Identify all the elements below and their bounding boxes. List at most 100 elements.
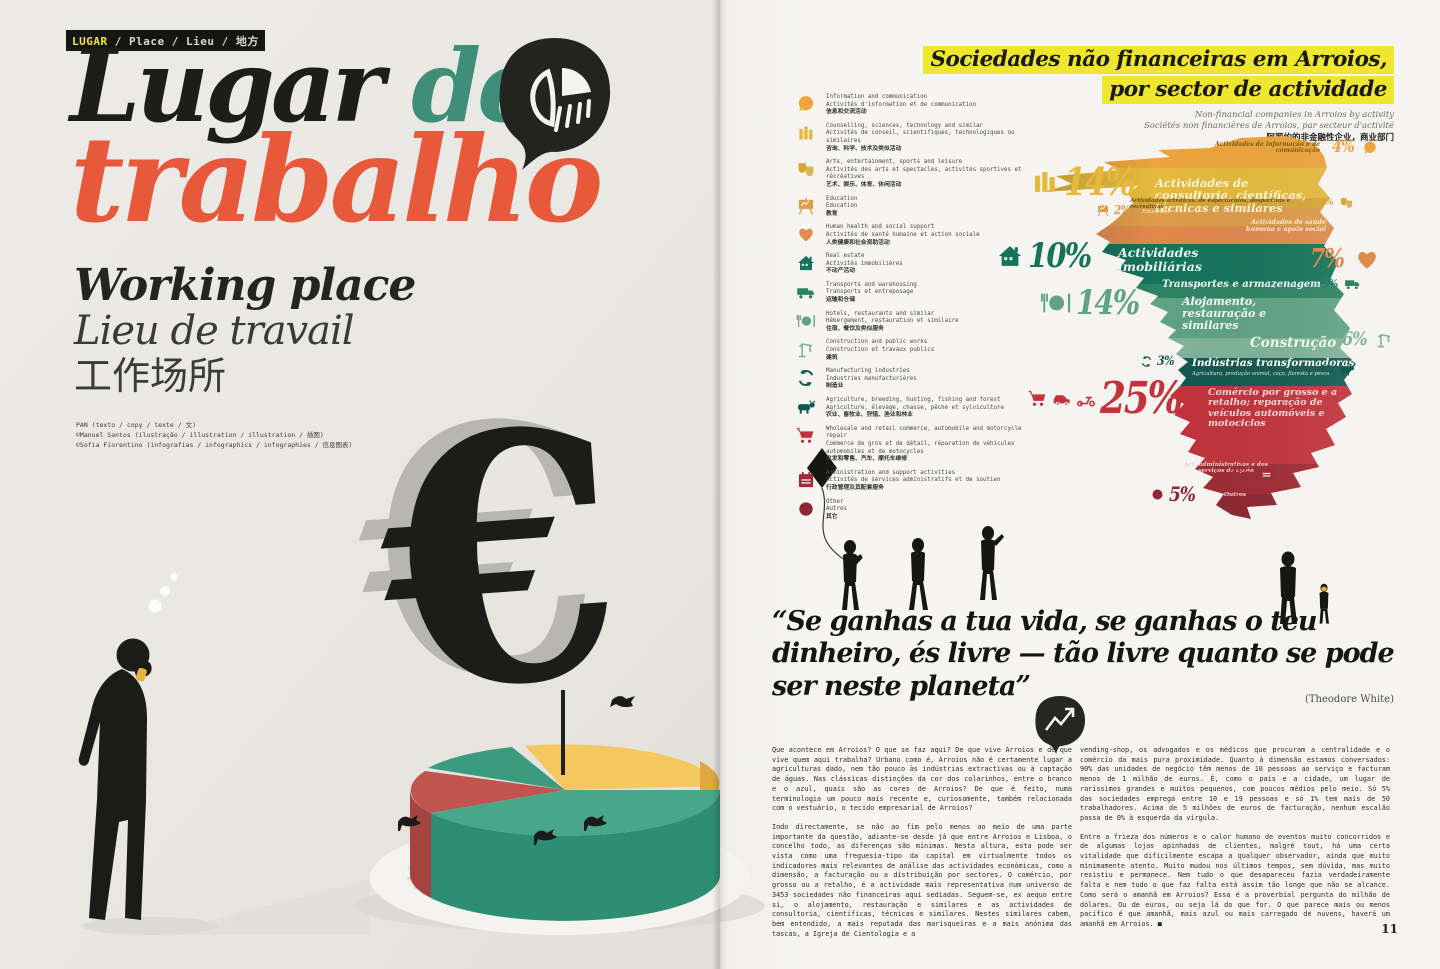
- legend-label-en: Agriculture, breeding, hunting, fishing …: [826, 397, 1001, 403]
- calendar-icon: [798, 471, 814, 487]
- callout-info: 4%: [1332, 139, 1378, 156]
- truck-icon: [795, 282, 817, 302]
- books-icon: [1035, 172, 1055, 192]
- percent-value: 1%: [1320, 196, 1333, 208]
- percent-value: 14%: [1064, 159, 1136, 204]
- page-number: 11: [1381, 922, 1398, 936]
- legend-label-en: Other: [826, 498, 844, 505]
- percent-value: 1%: [1320, 364, 1333, 375]
- legend-label-fr: Activités de santé humaine et action soc…: [826, 231, 980, 238]
- map-label-transport: Transportes e armazenagem: [1162, 279, 1321, 290]
- restaurant-icon: [796, 314, 815, 327]
- legend-item-education: Education Education 教育: [795, 196, 1045, 219]
- heart-icon: [1357, 251, 1376, 269]
- theater-masks-icon: [1341, 198, 1353, 208]
- shopping-cart-icon: [796, 427, 814, 443]
- legend-label-en: Education: [826, 195, 858, 202]
- body-paragraph: Que acontece em Arroios? O que se faz aq…: [772, 746, 1072, 813]
- legend-label-zh: 农业、畜牧业、狩猎、渔业和林业: [826, 412, 913, 419]
- legend-label-fr: Transports et entreposage: [826, 289, 914, 296]
- percent-value: 7%: [1310, 244, 1345, 274]
- legend-label-zh: 行政管理及其配套服务: [826, 484, 884, 491]
- legend-label-zh: 其它: [826, 513, 838, 520]
- theater-masks-icon: [798, 163, 814, 177]
- credit-line: PAN (texto / copy / texte / 文): [76, 421, 196, 429]
- callout-consulting: 14%: [1030, 163, 1146, 201]
- percent-value: 6%: [1342, 328, 1368, 350]
- percent-value: 10%: [1028, 236, 1092, 276]
- percent-value: 4%: [1332, 137, 1355, 157]
- legend-label-en: Administration and support activities: [826, 469, 956, 476]
- truck-icon: [797, 288, 814, 299]
- percent-value: 2%: [1114, 203, 1130, 217]
- legend-label-zh: 不动产活动: [826, 268, 855, 275]
- legend-label-fr: Construction et travaux publics: [826, 347, 935, 354]
- legend-item-real-estate: Real estate Activités immobilières 不动产活动: [795, 253, 1045, 276]
- page-title: Lugar de trabalho: [70, 36, 710, 238]
- gear-icon: [1141, 356, 1152, 367]
- chart-title: Sociedades não financeiras em Arroios, p…: [900, 46, 1394, 104]
- restaurant-icon: [1040, 293, 1071, 313]
- legend-label-fr: Industries manufacturières: [826, 375, 917, 382]
- legend-item-admin: Administration and support activities Act…: [795, 470, 1045, 493]
- credit-line: ©Manuel Santos (ilustração / illustratio…: [76, 431, 324, 439]
- crane-icon: [795, 339, 817, 359]
- map-label-agriculture: Agricultura, produção animal, caça, flor…: [1192, 371, 1330, 377]
- easel-icon: [1097, 204, 1109, 217]
- speech-bubble-icon: [795, 94, 817, 114]
- trend-chart-bubble-icon: [1035, 696, 1086, 754]
- heart-icon: [795, 224, 817, 244]
- percent-value: 25%: [1100, 373, 1183, 424]
- legend-label-fr: Activités immobilières: [826, 260, 903, 267]
- body-paragraph: Entre a frieza dos números e o calor hum…: [1080, 832, 1390, 928]
- callout-education: 2%: [1096, 203, 1132, 217]
- legend-label-fr: Activités des arts et spectacles, activi…: [826, 166, 1022, 181]
- pull-quote: “Se ganhas a tua vida, se ganhas o teu d…: [772, 606, 1395, 702]
- callout-hospitality: 14%: [1040, 286, 1150, 320]
- title-word-lugar: Lugar: [70, 27, 412, 145]
- map-label-other: Outros: [1224, 492, 1247, 498]
- chart-subtitle-fr: Sociétés non financières de Arroios, par…: [1143, 120, 1394, 131]
- legend-label-fr: Education: [826, 203, 858, 210]
- cow-icon: [798, 400, 816, 414]
- legend-label-en: Real estate: [826, 253, 865, 260]
- scooter-icon: [1077, 396, 1095, 407]
- sector-legend: Information and communication Activités d…: [795, 94, 1045, 527]
- kicker-highlight: LUGAR: [72, 35, 108, 48]
- map-label-health: Actividades de saúde humana e apoio soci…: [1245, 218, 1326, 233]
- calendar-icon: [1260, 466, 1273, 480]
- subtitle-block: Working place Lieu de travail 工作场所: [74, 262, 416, 398]
- easel-icon: [798, 197, 814, 215]
- legend-label-zh: 人类健康和社会资助活动: [826, 239, 890, 246]
- legend-item-commerce: Wholesale and retail commerce, automobil…: [795, 426, 1045, 464]
- callout-real-estate: 10%: [996, 239, 1102, 273]
- body-column-1: Que acontece em Arroios? O que se faz aq…: [772, 746, 1072, 948]
- callout-admin: 4%: [1228, 465, 1275, 482]
- map-label-real-estate: Actividades imobiliárias: [1118, 245, 1202, 274]
- map-label-manufacturing: Indústrias transformadoras: [1192, 357, 1355, 369]
- dot-icon: [799, 501, 813, 516]
- restaurant-icon: [795, 311, 817, 331]
- legend-label-en: Wholesale and retail commerce, automobil…: [826, 425, 1022, 440]
- credits: PAN (texto / copy / texte / 文) ©Manuel S…: [76, 420, 352, 450]
- dot-icon: [1152, 489, 1163, 499]
- heart-icon: [799, 228, 813, 242]
- quote-attribution: (Theodore White): [1304, 694, 1394, 705]
- legend-label-zh: 批发和零售、汽车、摩托车维修: [826, 456, 908, 463]
- legend-label-zh: 信息和交流活动: [826, 109, 867, 116]
- body-column-2: vending-shop, os advogados e os médicos …: [1080, 746, 1390, 939]
- percent-value: 3%: [1157, 354, 1175, 369]
- legend-item-arts: Arts, entertainment, sports and leisure A…: [795, 159, 1045, 189]
- calendar-icon: [795, 470, 817, 490]
- legend-label-fr: Activités de conseil, scientifiques, tec…: [826, 130, 1015, 144]
- legend-label-zh: 艺术、娱乐、体育、休闲活动: [826, 181, 902, 188]
- shopping-cart-icon: [1028, 390, 1046, 406]
- subtitle-fr: Lieu de travail: [74, 307, 355, 354]
- legend-label-fr: Hébergement, restauration et similaire: [826, 318, 959, 325]
- legend-label-fr: Agriculture, élevage, chasse, pêche et s…: [826, 404, 1004, 411]
- legend-label-zh: 教育: [826, 210, 838, 217]
- callout-other: 5%: [1150, 484, 1200, 504]
- shopping-cart-icon: [795, 426, 817, 446]
- speech-bubble-icon: [798, 96, 814, 112]
- gear-icon: [795, 368, 817, 388]
